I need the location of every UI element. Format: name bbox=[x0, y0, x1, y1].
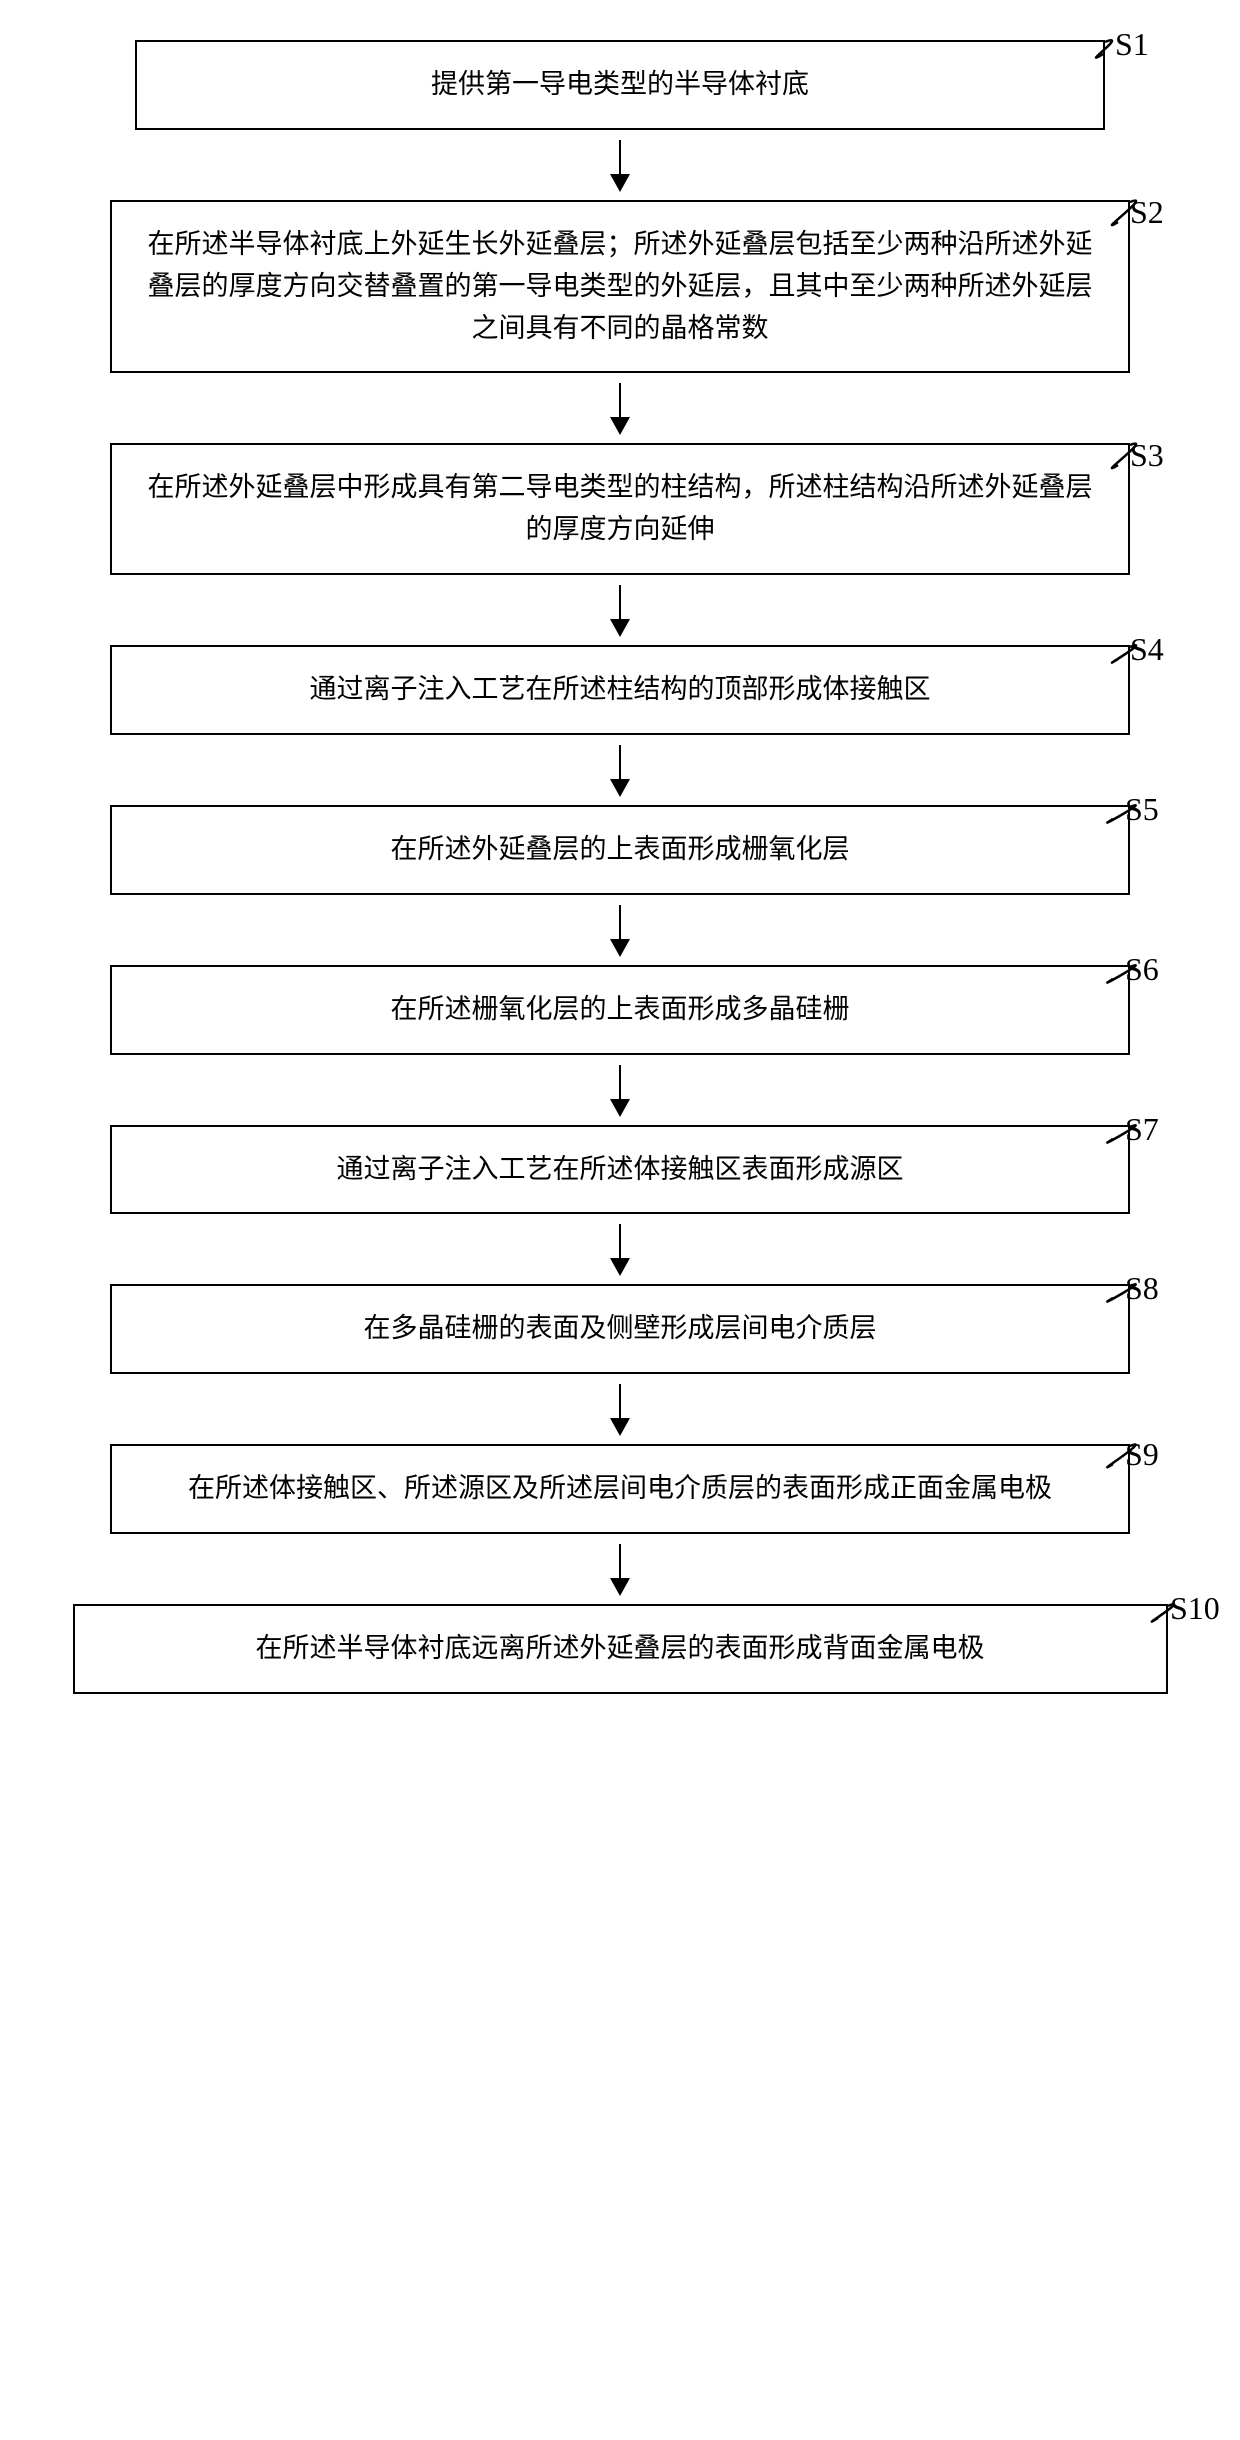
step-wrapper: 在所述半导体衬底上外延生长外延叠层；所述外延叠层包括至少两种沿所述外延叠层的厚度… bbox=[30, 200, 1210, 374]
step-box: 通过离子注入工艺在所述体接触区表面形成源区 bbox=[110, 1125, 1130, 1215]
step-text: 在所述外延叠层中形成具有第二导电类型的柱结构，所述柱结构沿所述外延叠层的厚度方向… bbox=[142, 467, 1098, 551]
step-label: S2 bbox=[1130, 194, 1164, 231]
arrow-down-icon bbox=[610, 1258, 630, 1276]
step-wrapper: 通过离子注入工艺在所述体接触区表面形成源区S7 bbox=[30, 1125, 1210, 1215]
step-label: S10 bbox=[1170, 1590, 1220, 1627]
step-text: 在所述半导体衬底上外延生长外延叠层；所述外延叠层包括至少两种沿所述外延叠层的厚度… bbox=[142, 224, 1098, 350]
step-wrapper: 在所述体接触区、所述源区及所述层间电介质层的表面形成正面金属电极S9 bbox=[30, 1444, 1210, 1534]
step-wrapper: 在所述外延叠层的上表面形成栅氧化层S5 bbox=[30, 805, 1210, 895]
step-box: 在所述外延叠层中形成具有第二导电类型的柱结构，所述柱结构沿所述外延叠层的厚度方向… bbox=[110, 443, 1130, 575]
arrow-down-icon bbox=[610, 779, 630, 797]
arrow-line bbox=[619, 585, 622, 635]
arrow-down-icon bbox=[610, 1418, 630, 1436]
step-box: 在所述体接触区、所述源区及所述层间电介质层的表面形成正面金属电极 bbox=[110, 1444, 1130, 1534]
step-text: 在所述外延叠层的上表面形成栅氧化层 bbox=[391, 829, 850, 871]
step-wrapper: 在所述外延叠层中形成具有第二导电类型的柱结构，所述柱结构沿所述外延叠层的厚度方向… bbox=[30, 443, 1210, 575]
arrow-down-icon bbox=[610, 417, 630, 435]
arrow-down-icon bbox=[610, 174, 630, 192]
step-label: S3 bbox=[1130, 437, 1164, 474]
arrow-container bbox=[619, 130, 622, 200]
arrow-line bbox=[619, 383, 622, 433]
arrow-line bbox=[619, 1224, 622, 1274]
arrow-line bbox=[619, 1544, 622, 1594]
arrow-container bbox=[619, 373, 622, 443]
step-box: 在所述外延叠层的上表面形成栅氧化层 bbox=[110, 805, 1130, 895]
arrow-container bbox=[619, 895, 622, 965]
arrow-down-icon bbox=[610, 939, 630, 957]
step-box: 在所述半导体衬底上外延生长外延叠层；所述外延叠层包括至少两种沿所述外延叠层的厚度… bbox=[110, 200, 1130, 374]
step-text: 通过离子注入工艺在所述柱结构的顶部形成体接触区 bbox=[310, 669, 931, 711]
arrow-container bbox=[619, 575, 622, 645]
step-label: S5 bbox=[1125, 791, 1159, 828]
arrow-container bbox=[619, 1055, 622, 1125]
step-label: S8 bbox=[1125, 1270, 1159, 1307]
step-wrapper: 通过离子注入工艺在所述柱结构的顶部形成体接触区S4 bbox=[30, 645, 1210, 735]
arrow-container bbox=[619, 1534, 622, 1604]
step-wrapper: 提供第一导电类型的半导体衬底S1 bbox=[30, 40, 1210, 130]
arrow-down-icon bbox=[610, 1578, 630, 1596]
arrow-container bbox=[619, 1214, 622, 1284]
step-box: 在所述半导体衬底远离所述外延叠层的表面形成背面金属电极 bbox=[73, 1604, 1168, 1694]
step-box: 在多晶硅栅的表面及侧壁形成层间电介质层 bbox=[110, 1284, 1130, 1374]
step-label: S9 bbox=[1125, 1436, 1159, 1473]
arrow-container bbox=[619, 1374, 622, 1444]
flowchart-container: 提供第一导电类型的半导体衬底S1 在所述半导体衬底上外延生长外延叠层；所述外延叠层… bbox=[30, 40, 1210, 1694]
step-label: S1 bbox=[1115, 26, 1149, 63]
step-text: 在所述栅氧化层的上表面形成多晶硅栅 bbox=[391, 989, 850, 1031]
step-text: 提供第一导电类型的半导体衬底 bbox=[431, 64, 809, 106]
step-label: S6 bbox=[1125, 951, 1159, 988]
step-wrapper: 在所述半导体衬底远离所述外延叠层的表面形成背面金属电极S10 bbox=[30, 1604, 1210, 1694]
step-box: 提供第一导电类型的半导体衬底 bbox=[135, 40, 1105, 130]
step-box: 通过离子注入工艺在所述柱结构的顶部形成体接触区 bbox=[110, 645, 1130, 735]
arrow-down-icon bbox=[610, 619, 630, 637]
arrow-line bbox=[619, 140, 622, 190]
step-label: S4 bbox=[1130, 631, 1164, 668]
arrow-line bbox=[619, 905, 622, 955]
step-text: 在所述半导体衬底远离所述外延叠层的表面形成背面金属电极 bbox=[256, 1628, 985, 1670]
step-wrapper: 在多晶硅栅的表面及侧壁形成层间电介质层S8 bbox=[30, 1284, 1210, 1374]
arrow-down-icon bbox=[610, 1099, 630, 1117]
step-label: S7 bbox=[1125, 1111, 1159, 1148]
step-box: 在所述栅氧化层的上表面形成多晶硅栅 bbox=[110, 965, 1130, 1055]
arrow-line bbox=[619, 1065, 622, 1115]
arrow-container bbox=[619, 735, 622, 805]
step-wrapper: 在所述栅氧化层的上表面形成多晶硅栅S6 bbox=[30, 965, 1210, 1055]
arrow-line bbox=[619, 745, 622, 795]
arrow-line bbox=[619, 1384, 622, 1434]
step-text: 通过离子注入工艺在所述体接触区表面形成源区 bbox=[337, 1149, 904, 1191]
step-text: 在所述体接触区、所述源区及所述层间电介质层的表面形成正面金属电极 bbox=[188, 1468, 1052, 1510]
step-text: 在多晶硅栅的表面及侧壁形成层间电介质层 bbox=[364, 1308, 877, 1350]
